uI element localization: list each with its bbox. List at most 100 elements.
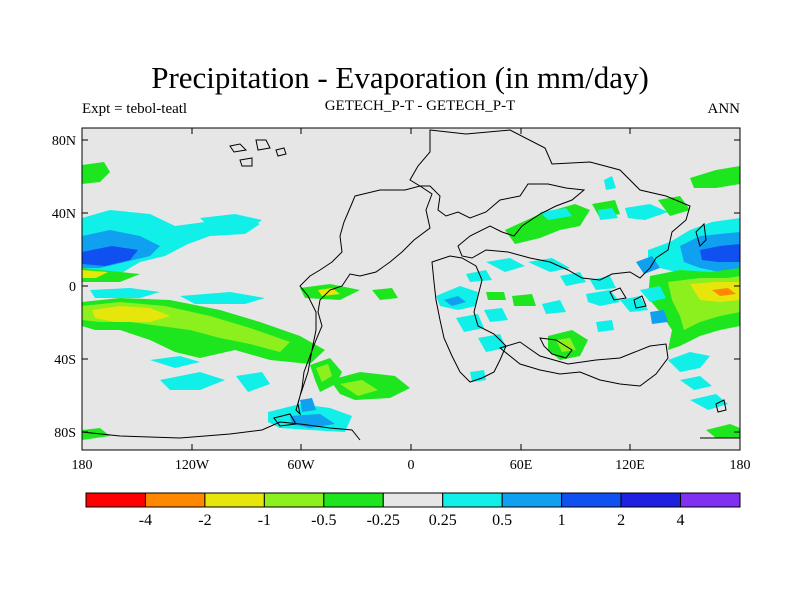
y-tick-label: 0 (69, 280, 76, 295)
colorbar-swatch (263, 492, 325, 508)
contour-patch (470, 370, 486, 382)
coastline (255, 139, 271, 151)
colorbar-label: 1 (558, 512, 566, 529)
colorbar-swatch (144, 492, 206, 508)
coastline (695, 222, 707, 247)
x-tick-label: 180 (730, 458, 751, 473)
colorbar-swatch (382, 492, 444, 508)
x-tick-label: 60W (287, 458, 315, 473)
contour-patch (680, 376, 712, 390)
colorbar-label: -1 (258, 512, 271, 529)
coastline (539, 337, 573, 359)
colorbar-label: 4 (677, 512, 685, 529)
contour-patch (486, 292, 506, 300)
x-tick-label: 120W (175, 458, 210, 473)
colorbar-label: -0.5 (311, 512, 336, 529)
contour-patch (200, 214, 262, 232)
colorbar-label: -2 (198, 512, 211, 529)
x-axis-ticks (81, 128, 741, 450)
contour-patch (318, 288, 340, 296)
colorbar-label: 0.25 (429, 512, 457, 529)
contour-patch (486, 258, 525, 272)
contour-patch (604, 176, 616, 190)
map-background (82, 128, 740, 450)
y-tick-label: 80N (52, 134, 76, 149)
contour-patch (598, 208, 618, 220)
colorbar-label: -0.25 (367, 512, 400, 529)
contour-patch (512, 294, 536, 306)
colorbar-label: -4 (139, 512, 152, 529)
contour-patch (456, 314, 484, 332)
coastline (715, 399, 727, 413)
contour-patch (92, 306, 170, 322)
contour-patch (528, 258, 570, 272)
contour-patch (180, 292, 265, 304)
y-axis-ticks (82, 139, 740, 433)
contour-patch (690, 166, 740, 188)
contour-patch (316, 364, 332, 382)
contour-patch (236, 372, 270, 392)
contour-fields (82, 162, 740, 440)
contour-patch (690, 394, 728, 410)
contour-patch (700, 244, 740, 262)
contour-patch (560, 272, 586, 286)
coastline (409, 129, 691, 281)
colorbar-swatch (620, 492, 682, 508)
contour-patch (706, 424, 740, 438)
contour-patch (540, 208, 572, 220)
experiment-label: Expt = tebol-teatl (82, 101, 188, 117)
plot-title: Precipitation - Evaporation (in mm/day) (151, 60, 649, 95)
contour-patch (444, 296, 466, 306)
contour-patch (484, 308, 508, 322)
contour-patch (300, 398, 316, 412)
colorbar: -4 -2 -1 -0.5 -0.25 0.25 0.5 1 2 4 (85, 492, 741, 529)
contour-patch (620, 296, 648, 312)
colorbar-swatch (561, 492, 622, 508)
season-label: ANN (707, 101, 741, 117)
x-tick-label: 0 (408, 458, 415, 473)
contour-patch (82, 270, 108, 278)
coastline (273, 413, 297, 427)
colorbar-swatch (85, 492, 146, 508)
contour-patch (596, 320, 614, 332)
colorbar-label: 2 (617, 512, 625, 529)
coastline (609, 287, 627, 301)
contour-patch (625, 204, 668, 220)
x-tick-label: 120E (615, 458, 645, 473)
dataset-label: GETECH_P-T - GETECH_P-T (324, 98, 516, 114)
contour-patch (90, 288, 160, 298)
contour-patch (160, 372, 225, 390)
contour-patch (150, 356, 200, 368)
y-tick-label: 80S (54, 426, 76, 441)
contour-patch (556, 338, 576, 352)
coastline (431, 255, 507, 383)
coastline (82, 421, 361, 441)
y-tick-label: 40S (54, 353, 76, 368)
contour-patch (372, 288, 398, 300)
contour-patch (340, 380, 378, 396)
colorbar-label: 0.5 (492, 512, 512, 529)
contour-patch (466, 270, 492, 282)
contour-patch (640, 286, 666, 302)
coastline (239, 157, 253, 167)
coastlines (82, 129, 740, 441)
coastline (229, 143, 248, 153)
contour-patch (82, 246, 138, 266)
colorbar-swatch (323, 492, 384, 508)
coastline (275, 147, 287, 157)
contour-patch (650, 310, 668, 324)
colorbar-swatch (501, 492, 563, 508)
x-tick-label: 180 (72, 458, 93, 473)
contour-patch (668, 352, 710, 372)
contour-patch (542, 300, 566, 314)
contour-patch (82, 428, 110, 440)
colorbar-swatch (204, 492, 265, 508)
x-tick-label: 60E (510, 458, 533, 473)
colorbar-swatch (442, 492, 503, 508)
contour-patch (658, 196, 690, 216)
coastline (498, 341, 669, 387)
coastline (633, 295, 647, 309)
colorbar-swatch (680, 492, 741, 508)
y-tick-label: 40N (52, 207, 76, 222)
